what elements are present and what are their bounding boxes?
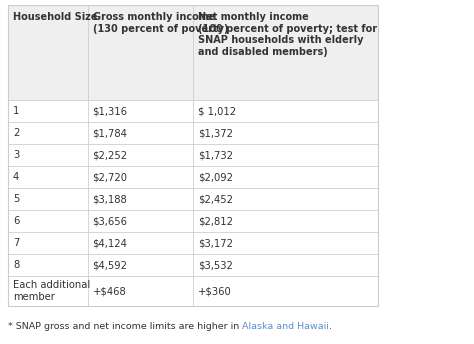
Bar [88,210,193,232]
Text: $2,252: $2,252 [92,150,128,160]
Text: * SNAP gross and net income limits are higher in: * SNAP gross and net income limits are h… [8,322,242,331]
Bar [8,276,88,306]
Text: $2,092: $2,092 [198,172,233,182]
Text: $1,316: $1,316 [92,106,128,116]
Text: 6: 6 [13,216,19,226]
Bar [88,232,193,254]
Bar [8,122,88,144]
Bar [193,210,378,232]
Text: Household Size: Household Size [13,12,98,22]
Text: $ 1,012: $ 1,012 [198,106,236,116]
Bar [88,276,193,306]
Bar [88,100,193,122]
Text: Alaska and Hawaii: Alaska and Hawaii [242,322,329,331]
Bar [88,144,193,166]
Bar [8,254,88,276]
Bar [193,188,378,210]
Text: 4: 4 [13,172,19,182]
Text: 2: 2 [13,128,19,138]
Bar [8,188,88,210]
Bar [193,254,378,276]
Text: $2,720: $2,720 [92,172,128,182]
Bar [8,232,88,254]
Bar [193,122,378,144]
Text: $1,372: $1,372 [198,128,233,138]
Text: $2,812: $2,812 [198,216,233,226]
Bar [88,5,193,100]
Text: Gross monthly income
(130 percent of poverty): Gross monthly income (130 percent of pov… [92,12,228,34]
Text: $4,124: $4,124 [92,238,128,248]
Text: $4,592: $4,592 [92,260,128,270]
Text: .: . [329,322,332,331]
Bar [193,100,378,122]
Text: $1,784: $1,784 [92,128,128,138]
Text: $3,172: $3,172 [198,238,233,248]
Text: +$468: +$468 [92,286,126,296]
Bar [88,166,193,188]
Text: 8: 8 [13,260,19,270]
Bar [193,5,378,100]
Bar [193,232,378,254]
Text: 5: 5 [13,194,19,204]
Text: $3,188: $3,188 [92,194,128,204]
Text: $1,732: $1,732 [198,150,233,160]
Text: $2,452: $2,452 [198,194,233,204]
Bar [193,276,378,306]
Bar [8,210,88,232]
Text: $3,532: $3,532 [198,260,233,270]
Bar [193,144,378,166]
Bar [193,166,378,188]
Text: 1: 1 [13,106,19,116]
Bar [88,122,193,144]
Text: Net monthly income
(100 percent of poverty; test for
SNAP households with elderl: Net monthly income (100 percent of pover… [198,12,377,57]
Text: $3,656: $3,656 [92,216,128,226]
Bar [88,254,193,276]
Text: 3: 3 [13,150,19,160]
Bar [8,5,88,100]
Bar [88,188,193,210]
Bar [8,100,88,122]
Text: 7: 7 [13,238,19,248]
Text: +$360: +$360 [198,286,232,296]
Bar [8,166,88,188]
Bar [8,5,378,306]
Bar [8,144,88,166]
Text: Each additional
member: Each additional member [13,280,90,302]
